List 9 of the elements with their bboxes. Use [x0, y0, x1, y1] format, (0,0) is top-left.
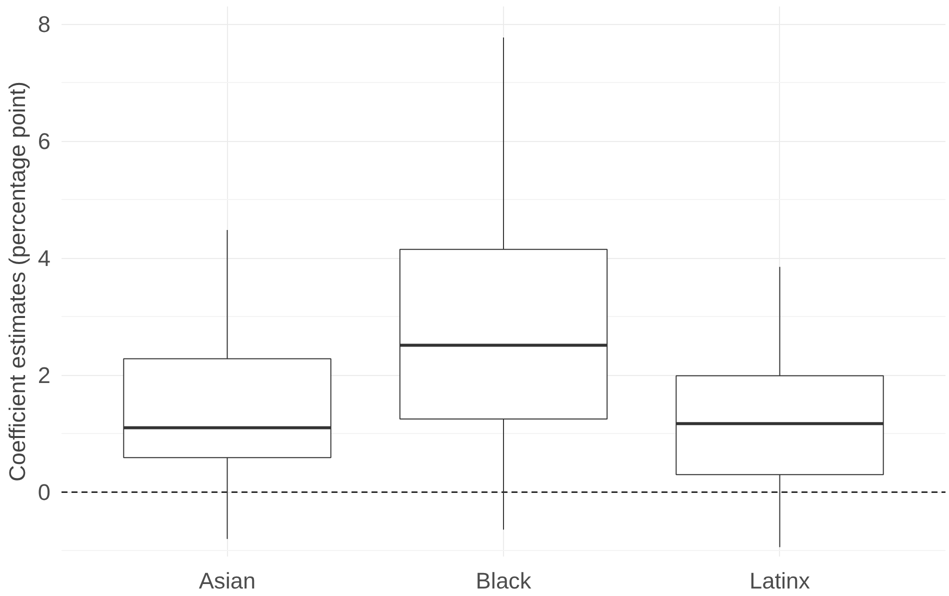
y-tick-label: 8 — [38, 11, 51, 38]
y-tick-label: 0 — [38, 479, 51, 506]
y-tick-label: 6 — [38, 128, 51, 154]
y-axis-title: Coefficient estimates (percentage point) — [4, 81, 30, 482]
x-tick-label: Black — [476, 568, 532, 594]
y-tick-label: 2 — [38, 362, 51, 388]
x-tick-label: Asian — [198, 568, 256, 594]
x-tick-label: Latinx — [750, 568, 811, 594]
y-tick-label: 4 — [38, 245, 51, 272]
